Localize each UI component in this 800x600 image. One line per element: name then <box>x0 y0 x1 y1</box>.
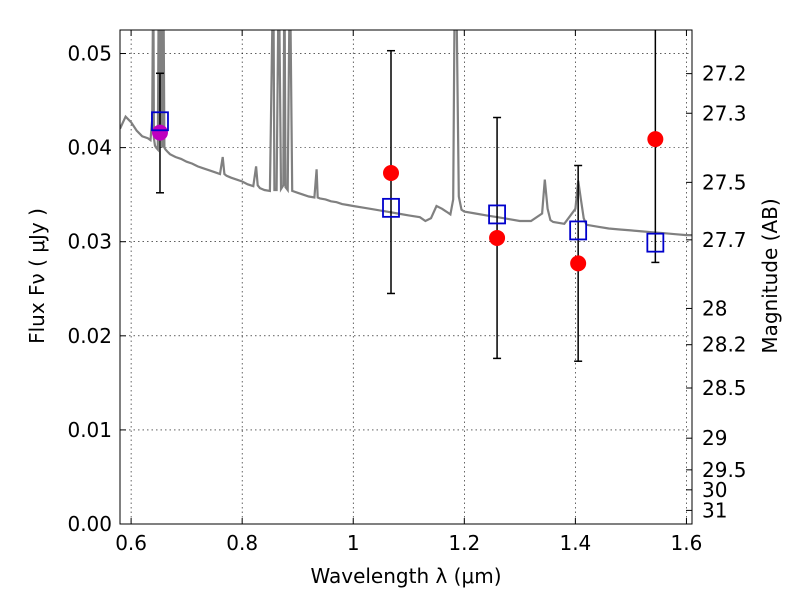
y-axis-label: Flux Fν ( μJy ) <box>25 208 49 344</box>
synthetic-point <box>151 111 169 132</box>
y-tick-labels: 0.00 0.01 0.02 0.03 0.04 0.05 <box>67 42 112 536</box>
y-tick-label: 0.01 <box>67 418 112 442</box>
magnitude-tick-label: 28.5 <box>702 376 747 400</box>
synthetic-point <box>646 232 665 253</box>
synthetic-point <box>569 220 588 241</box>
x-tick-label: 1.2 <box>448 531 480 555</box>
magnitude-tick-label: 31 <box>702 498 727 522</box>
x-tick-label: 1 <box>347 531 360 555</box>
y-tick-label: 0.00 <box>67 512 112 536</box>
errorbar-layer <box>155 30 660 362</box>
y-tick-label: 0.04 <box>67 136 112 160</box>
magnitude-tick-label: 29 <box>702 426 727 450</box>
observed-point <box>383 165 400 182</box>
y-axis-right-label: Magnitude (AB) <box>758 198 782 353</box>
plot-frame <box>119 29 693 525</box>
y-tick-label: 0.03 <box>67 230 112 254</box>
tick-marks <box>120 30 692 525</box>
observed-point <box>151 124 168 141</box>
x-tick-label: 0.6 <box>115 531 147 555</box>
x-tick-label: 1.6 <box>671 531 703 555</box>
magnitude-tick-label: 28 <box>702 296 727 320</box>
observed-point <box>570 255 587 272</box>
synthetic-point <box>382 197 400 218</box>
y-tick-label: 0.05 <box>67 42 112 66</box>
observed-point <box>647 131 664 148</box>
observed-point <box>489 229 506 246</box>
magnitude-tick-label: 28.2 <box>702 333 747 357</box>
x-axis-label: Wavelength λ (μm) <box>310 564 501 588</box>
model-spectrum-line <box>120 30 692 237</box>
magnitude-tick-label: 27.2 <box>702 62 747 86</box>
grid-lines <box>120 30 692 524</box>
observed-points-layer <box>151 124 664 272</box>
x-tick-label: 1.4 <box>559 531 591 555</box>
magnitude-tick-label: 27.3 <box>702 101 747 125</box>
x-tick-labels: 0.6 0.8 1 1.2 1.4 1.6 <box>115 531 702 555</box>
synthetic-points-layer <box>151 111 665 253</box>
x-tick-label: 0.8 <box>226 531 258 555</box>
y-tick-label: 0.02 <box>67 324 112 348</box>
magnitude-tick-label: 27.5 <box>702 170 747 194</box>
synthetic-point <box>488 204 506 225</box>
magnitude-tick-label: 27.7 <box>702 228 747 252</box>
magnitude-tick-label: 29.5 <box>702 458 747 482</box>
magnitude-tick-label: 30 <box>702 478 727 502</box>
model-spectrum-layer <box>120 30 692 237</box>
